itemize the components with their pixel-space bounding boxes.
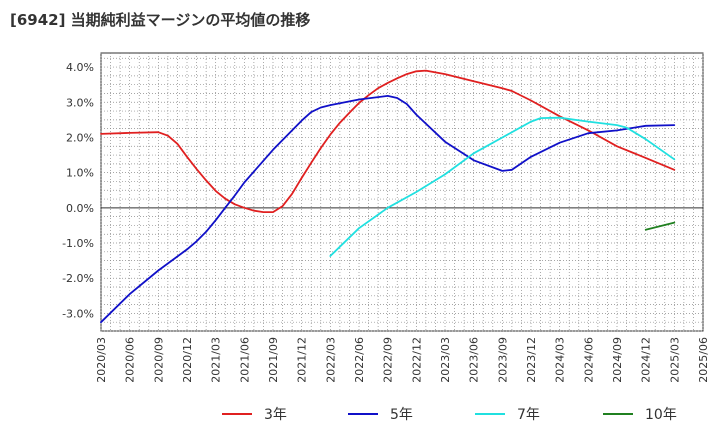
y-tick-label: -1.0% xyxy=(62,237,94,250)
x-tick-label: 2024/09 xyxy=(611,337,624,383)
legend-label: 7年 xyxy=(517,407,540,423)
x-tick-label: 2020/06 xyxy=(124,337,137,383)
x-tick-label: 2023/09 xyxy=(496,337,509,383)
series-layer xyxy=(100,69,676,324)
y-tick-label: 0.0% xyxy=(66,202,94,215)
y-tick-label: 4.0% xyxy=(66,61,94,74)
x-tick-label: 2021/03 xyxy=(210,337,223,383)
x-tick-label: 2023/06 xyxy=(468,337,481,383)
y-tick-label: 1.0% xyxy=(66,167,94,180)
x-tick-label: 2025/06 xyxy=(697,337,710,383)
legend: 3年 5年 7年 10年 xyxy=(222,407,677,423)
legend-label: 3年 xyxy=(264,407,287,423)
grid-layer xyxy=(100,52,704,332)
x-tick-label: 2022/03 xyxy=(324,337,337,383)
series-line xyxy=(100,95,676,324)
series-line xyxy=(100,69,676,213)
x-tick-label: 2021/09 xyxy=(267,337,280,383)
x-tick-label: 2021/06 xyxy=(238,337,251,383)
y-tick-label: -3.0% xyxy=(62,307,94,320)
x-tick-label: 2024/06 xyxy=(582,337,595,383)
x-tick-label: 2022/06 xyxy=(353,337,366,383)
legend-label: 5年 xyxy=(390,407,413,423)
series-line xyxy=(329,116,676,257)
x-tick-label: 2020/03 xyxy=(95,337,108,383)
series-line xyxy=(644,221,676,231)
y-tick-label: 3.0% xyxy=(66,96,94,109)
x-tick-label: 2020/12 xyxy=(181,337,194,383)
y-tick-label: 2.0% xyxy=(66,131,94,144)
chart-title: [6942] 当期純利益マージンの平均値の推移 xyxy=(10,11,311,29)
legend-label: 10年 xyxy=(645,407,677,423)
axis-layer: 4.0% 3.0% 2.0% 1.0% 0.0% -1.0% -2.0% -3.0% 2020/… xyxy=(62,61,710,383)
x-tick-label: 2025/03 xyxy=(668,337,681,383)
x-tick-label: 2023/12 xyxy=(525,337,538,383)
plot-area xyxy=(100,52,704,332)
x-tick-label: 2022/12 xyxy=(410,337,423,383)
x-tick-label: 2024/03 xyxy=(554,337,567,383)
x-tick-label: 2021/12 xyxy=(296,337,309,383)
y-tick-label: -2.0% xyxy=(62,272,94,285)
x-tick-label: 2022/09 xyxy=(382,337,395,383)
x-tick-label: 2024/12 xyxy=(640,337,653,383)
x-tick-label: 2023/03 xyxy=(439,337,452,383)
x-tick-label: 2020/09 xyxy=(152,337,165,383)
